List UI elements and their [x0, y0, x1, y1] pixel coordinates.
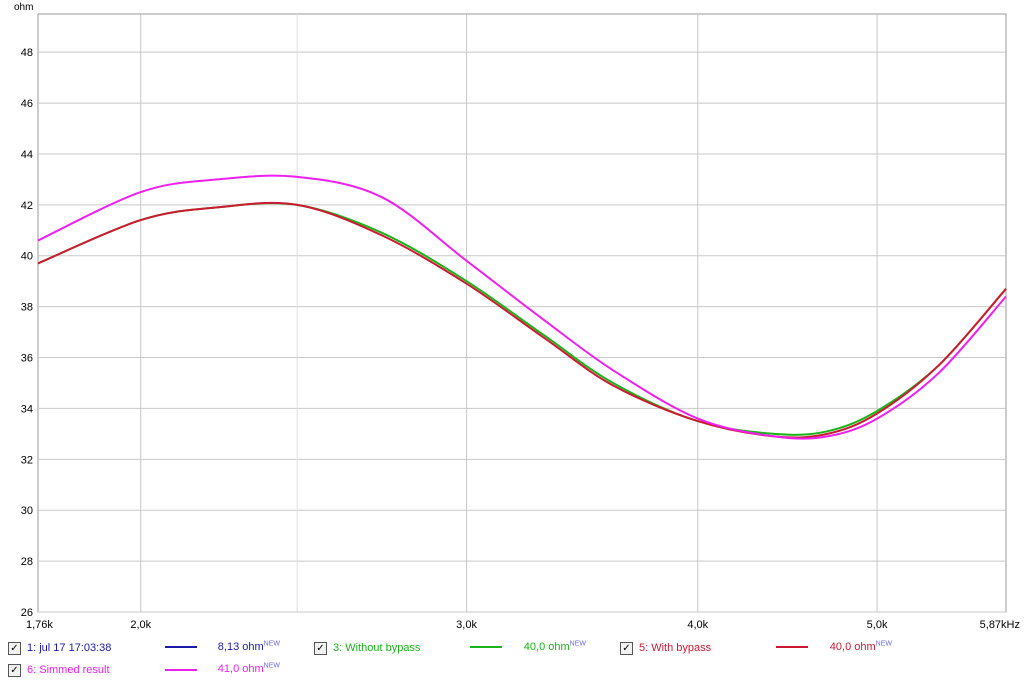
legend-label-1: 1: jul 17 17:03:38: [27, 642, 112, 654]
series-lines: [37, 174, 1007, 440]
y-axis-label: ohm: [14, 2, 33, 13]
legend-value-1: 8,13 ohmNEW: [217, 640, 280, 653]
legend-label-3: 3: Without bypass: [333, 642, 421, 654]
x-tick-label: 3,0k: [456, 619, 477, 631]
y-tick-label: 30: [21, 505, 33, 517]
grid: [38, 14, 1006, 613]
series-line-2: [37, 201, 1007, 439]
legend-item-5[interactable]: ✓ 5: With bypass: [620, 638, 711, 658]
legend-swatch-1: [165, 646, 197, 648]
legend-value-6: 41,0 ohmNEW: [217, 662, 280, 675]
legend-swatch-3: [470, 646, 502, 648]
y-tick-label: 26: [21, 607, 33, 619]
legend-swatch-5: [776, 646, 808, 648]
x-tick-labels: 1,76k 2,0k 3,0k 4,0k 5,0k 5,87kHz: [26, 619, 1020, 631]
y-tick-label: 28: [21, 556, 33, 568]
x-tick-label: 5,87kHz: [980, 619, 1020, 631]
legend-item-3[interactable]: ✓ 3: Without bypass: [314, 638, 420, 658]
y-tick-label: 34: [21, 403, 33, 415]
legend-checkbox-5[interactable]: ✓: [620, 641, 633, 655]
y-tick-label: 46: [21, 98, 33, 110]
legend-checkbox-3[interactable]: ✓: [314, 641, 327, 655]
y-tick-label: 40: [21, 251, 33, 263]
plot-area: [37, 13, 1007, 613]
y-tick-labels: 26 28 30 32 34 36 38 40 42 44 46 48: [21, 47, 33, 619]
legend-label-6: 6: Simmed result: [27, 664, 110, 676]
legend-item-6[interactable]: ✓ 6: Simmed result: [8, 660, 110, 680]
series-line-3: [37, 174, 1007, 440]
impedance-chart: 26 28 30 32 34 36 38 40 42 44 46 48 1,76k 2,0k 3,0k 4,…: [14, 2, 1020, 631]
legend-value-3: 40,0 ohmNEW: [523, 640, 586, 653]
legend-swatch-6: [165, 669, 197, 671]
legend-checkbox-1[interactable]: ✓: [8, 641, 21, 655]
legend-checkbox-6[interactable]: ✓: [8, 663, 21, 677]
y-tick-label: 44: [21, 149, 33, 161]
y-tick-label: 42: [21, 200, 33, 212]
y-tick-label: 32: [21, 454, 33, 466]
y-tick-label: 38: [21, 302, 33, 314]
legend-item-1[interactable]: ✓ 1: jul 17 17:03:38: [8, 638, 111, 658]
legend: ✓ 1: jul 17 17:03:38 8,13 ohmNEW ✓ 3: Wi…: [0, 636, 1024, 684]
x-tick-label: 2,0k: [130, 619, 151, 631]
x-tick-label: 5,0k: [867, 619, 888, 631]
x-tick-label: 1,76k: [26, 619, 53, 631]
legend-value-5: 40,0 ohmNEW: [829, 640, 892, 653]
x-tick-label: 4,0k: [687, 619, 708, 631]
y-tick-label: 36: [21, 353, 33, 365]
y-tick-label: 48: [21, 47, 33, 59]
legend-label-5: 5: With bypass: [639, 642, 712, 654]
